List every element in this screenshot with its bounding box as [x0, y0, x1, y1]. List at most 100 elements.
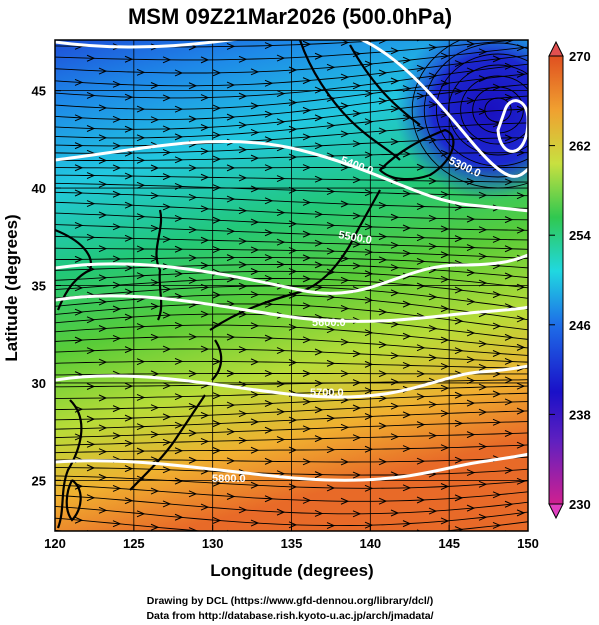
flow-arrow: [326, 63, 336, 71]
flow-arrow: [74, 336, 84, 344]
flow-arrow: [364, 521, 374, 529]
flow-arrow: [86, 233, 96, 241]
low-pressure-core: [395, 40, 528, 200]
flow-arrow: [162, 345, 172, 353]
flow-arrow: [402, 361, 412, 369]
flow-arrow: [402, 300, 412, 308]
flow-arrow: [454, 60, 464, 67]
flow-arrow: [364, 360, 374, 368]
flow-arrow: [364, 329, 374, 337]
cyclone-streamline: [448, 64, 528, 156]
flow-arrow: [86, 494, 96, 502]
flow-arrow: [454, 391, 464, 399]
colorbar-upper-triangle: [548, 40, 564, 57]
flow-arrow: [516, 283, 526, 291]
flow-arrow: [212, 184, 222, 192]
flow-arrow: [174, 182, 184, 190]
x-tick-label: 150: [517, 536, 539, 551]
flow-arrow: [238, 146, 248, 154]
flow-arrow: [238, 207, 248, 215]
flow-arrow: [402, 190, 412, 198]
height-contour-line: [55, 364, 528, 399]
flow-arrow: [250, 358, 260, 366]
flow-arrow: [174, 513, 184, 521]
flow-arrow: [364, 60, 374, 68]
streamline: [55, 174, 528, 183]
flow-arrow: [265, 532, 272, 538]
flow-arrow: [352, 212, 362, 220]
flow-arrow: [302, 106, 312, 114]
flow-arrow: [516, 254, 526, 262]
flow-arrow: [326, 359, 336, 367]
flow-arrow: [238, 55, 248, 63]
flow-arrow: [200, 411, 210, 419]
flow-arrow: [416, 203, 426, 210]
flow-arrow: [200, 437, 210, 445]
flow-arrow: [174, 245, 184, 253]
flow-arrow: [188, 193, 198, 201]
flow-arrow: [454, 235, 464, 243]
flow-arrow: [516, 407, 526, 415]
flow-arrow: [428, 136, 438, 144]
flow-arrow: [516, 441, 526, 449]
flow-arrow: [516, 226, 526, 234]
flow-arrow: [86, 440, 96, 448]
flow-arrow: [428, 432, 438, 440]
flow-arrow: [340, 458, 350, 466]
flow-arrow: [466, 356, 476, 364]
flow-arrow: [150, 302, 160, 310]
flow-arrow: [416, 124, 426, 132]
flow-arrow: [454, 317, 464, 325]
flow-arrow: [302, 133, 312, 141]
streamline: [55, 348, 528, 363]
streamline: [55, 303, 528, 331]
flow-arrow: [112, 164, 122, 172]
flow-arrow: [302, 458, 312, 466]
flow-arrow: [74, 142, 84, 150]
streamline: [55, 456, 528, 463]
flow-arrow: [352, 350, 362, 358]
flow-arrow: [340, 200, 350, 208]
flow-arrow: [86, 415, 96, 423]
flow-arrow: [264, 42, 274, 50]
flow-arrow: [364, 248, 374, 256]
flow-arrow: [326, 122, 336, 130]
flow-arrow: [516, 70, 526, 78]
flow-arrow: [288, 446, 298, 454]
flow-arrow: [174, 447, 184, 455]
flow-arrow: [174, 477, 184, 485]
coastline-segment: [379, 128, 455, 181]
flow-arrow: [74, 221, 84, 229]
flow-arrow: [504, 466, 514, 474]
flow-arrow: [162, 438, 172, 446]
flow-arrow: [440, 305, 450, 313]
flow-arrow: [250, 185, 260, 193]
colorbar-tick-label: 262: [569, 139, 591, 154]
flow-arrow: [162, 413, 172, 421]
flow-arrow: [390, 213, 400, 221]
flow-arrow: [440, 275, 450, 283]
flow-arrow: [390, 352, 400, 360]
flow-arrow: [428, 177, 438, 185]
flow-arrow: [98, 67, 108, 75]
flow-arrow: [188, 115, 198, 123]
flow-arrow: [340, 497, 350, 505]
flow-arrow: [478, 408, 488, 416]
flow-arrow: [124, 93, 134, 101]
flow-arrow: [454, 494, 464, 502]
flow-arrow: [250, 446, 260, 454]
flow-arrow: [364, 118, 374, 126]
flow-arrow: [352, 176, 362, 184]
contour-label-5700: 5700.0: [310, 387, 344, 399]
colorbar-ticks: 270 262 254 246 238 230: [549, 49, 591, 512]
flow-arrow: [466, 399, 476, 407]
flow-arrow: [454, 286, 464, 294]
flow-arrow: [478, 340, 488, 348]
flow-arrow: [390, 289, 400, 297]
flow-arrow: [352, 434, 362, 442]
flow-arrow: [352, 471, 362, 479]
flow-arrow: [276, 408, 286, 416]
flow-arrow: [250, 391, 260, 399]
flow-arrow: [276, 90, 286, 98]
flow-arrow: [326, 414, 336, 422]
